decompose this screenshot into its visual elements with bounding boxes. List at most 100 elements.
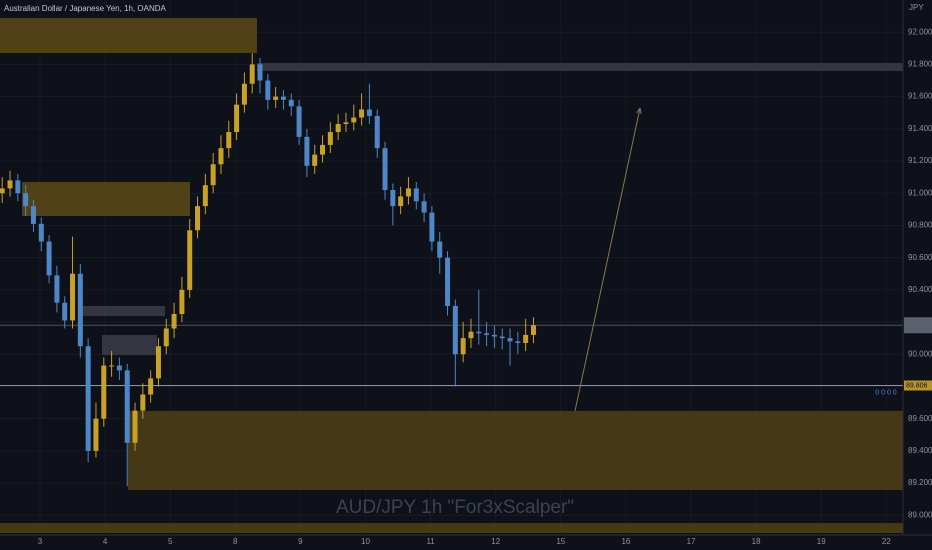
candle-body <box>54 275 60 303</box>
price-tag <box>904 380 932 391</box>
candle-body <box>304 136 310 166</box>
candle-body <box>398 196 404 207</box>
zones <box>0 18 903 533</box>
candle-body <box>70 273 76 321</box>
x-tick-label: 9 <box>298 537 303 546</box>
zone <box>127 410 903 491</box>
candle-body <box>195 206 201 231</box>
candle-body <box>320 144 326 155</box>
candle-body <box>241 83 247 105</box>
candle-body <box>273 96 279 100</box>
candle-body <box>249 64 255 84</box>
candle-body <box>15 180 21 194</box>
candle-body <box>7 180 13 189</box>
candle-body <box>116 365 122 371</box>
candle-body <box>327 132 333 145</box>
x-tick-label: 18 <box>752 537 761 546</box>
candle-body <box>390 190 396 207</box>
candle-body <box>132 410 138 443</box>
x-tick-label: 8 <box>233 537 238 546</box>
y-tick-label: 90.800 <box>908 221 932 230</box>
x-tick-label: 19 <box>817 537 826 546</box>
watermark: AUD/JPY 1h "For3xScalper" <box>336 497 574 518</box>
candles <box>0 53 536 487</box>
candle-body <box>148 378 154 395</box>
candle-body <box>109 365 115 367</box>
x-tick-label: 4 <box>103 537 108 546</box>
candle-body <box>429 212 435 242</box>
y-tick-label: 90.400 <box>908 285 932 294</box>
zone <box>0 523 903 533</box>
candle-body <box>523 334 529 343</box>
candle-body <box>46 241 52 276</box>
candle-body <box>265 80 271 100</box>
x-tick-label: 22 <box>882 537 891 546</box>
candle-body <box>288 99 294 107</box>
y-tick-label: 92.000 <box>908 27 932 36</box>
candle-body <box>413 188 419 202</box>
candle-body <box>38 223 44 242</box>
candle-body <box>179 289 185 315</box>
candle-body <box>0 188 5 194</box>
candle-body <box>312 154 318 166</box>
candle-body <box>30 206 36 224</box>
candle-body <box>499 336 505 339</box>
candle-body <box>405 188 411 197</box>
x-tick-label: 11 <box>426 537 435 546</box>
candle-body <box>280 96 286 100</box>
y-tick-label: 90.000 <box>908 349 932 358</box>
candle-body <box>124 370 130 443</box>
annotation: 0 0 0 0 <box>875 389 897 396</box>
candle-body <box>382 148 388 191</box>
zone <box>22 181 190 216</box>
x-tick-label: 5 <box>168 537 173 546</box>
candle-body <box>452 305 458 355</box>
x-tick-label: 15 <box>556 537 565 546</box>
zone <box>101 334 157 356</box>
x-tick-label: 17 <box>687 537 696 546</box>
price-tag-label: 89.806 <box>906 382 928 389</box>
candle-body <box>140 394 146 411</box>
candle-body <box>101 365 107 419</box>
candle-body <box>257 64 263 81</box>
y-tick-label: 90.600 <box>908 253 932 262</box>
candle-body <box>62 302 68 321</box>
candle-body <box>366 109 372 116</box>
candle-body <box>507 338 513 342</box>
y-tick-label: 91.600 <box>908 92 932 101</box>
arrow-line <box>574 107 641 412</box>
price-tag <box>904 317 932 334</box>
candle-body <box>484 333 490 335</box>
x-tick-label: 3 <box>38 537 43 546</box>
zone <box>256 62 903 72</box>
candle-body <box>343 122 349 124</box>
axes: 92.000 91.800 91.600 91.400 91.200 91.000 90.8… <box>38 27 932 546</box>
candle-body <box>437 241 443 258</box>
candle-body <box>476 331 482 334</box>
candle-body <box>335 123 341 133</box>
y-tick-label: 89.200 <box>908 478 932 487</box>
chart-title: Australian Dollar / Japanese Yen, 1h, OA… <box>4 4 167 13</box>
x-tick-label: 12 <box>491 537 500 546</box>
zone <box>0 18 257 53</box>
price-axis-bg <box>903 0 932 550</box>
candle-body <box>226 132 232 149</box>
y-tick-label: 91.200 <box>908 156 932 165</box>
candle-body <box>530 325 536 335</box>
y-tick-label: 89.600 <box>908 414 932 423</box>
y-tick-label: 91.800 <box>908 60 932 69</box>
candle-body <box>77 273 83 347</box>
candle-body <box>491 334 497 337</box>
x-tick-label: 16 <box>621 537 630 546</box>
x-tick-label: 10 <box>361 537 370 546</box>
candle-body <box>218 148 224 165</box>
candle-body <box>171 314 177 329</box>
y-axis-label: JPY <box>909 3 924 12</box>
candle-body <box>468 331 474 339</box>
arrow-head <box>636 107 642 115</box>
candle-body <box>421 201 427 213</box>
candle-body <box>296 106 302 137</box>
y-tick-label: 89.400 <box>908 446 932 455</box>
